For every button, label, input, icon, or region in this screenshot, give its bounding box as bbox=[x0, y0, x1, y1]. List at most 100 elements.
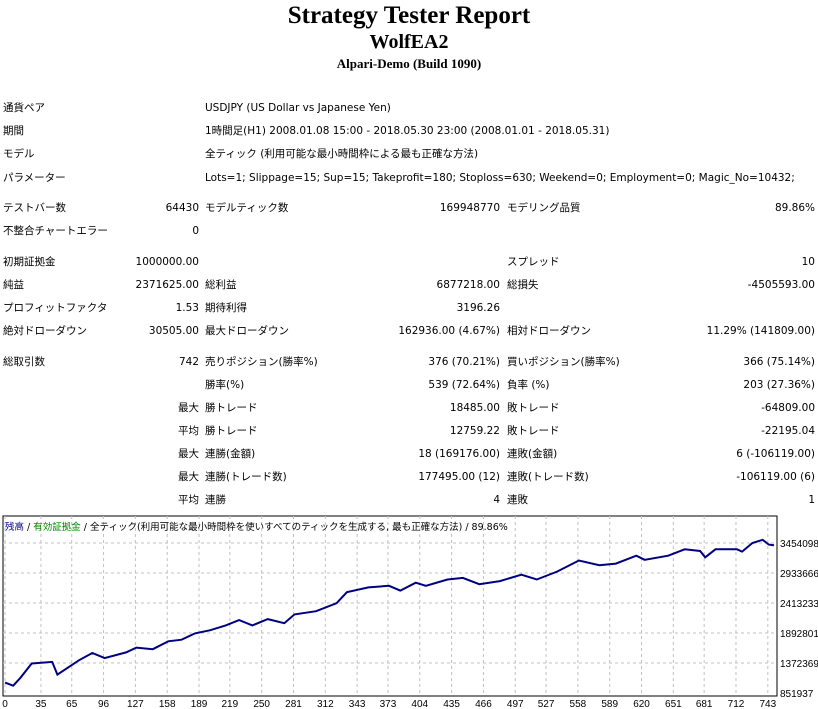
row-12-value-3: -64809.00 bbox=[761, 402, 815, 414]
x-tick-label: 435 bbox=[443, 699, 460, 709]
x-tick-label: 312 bbox=[317, 699, 334, 709]
x-tick-label: 158 bbox=[159, 699, 176, 709]
expert-name: WolfEA2 bbox=[369, 31, 449, 53]
row-6-label-1: 初期証拠金 bbox=[3, 256, 56, 268]
row-5-value-1: 0 bbox=[192, 225, 199, 237]
row-15-label-3: 連敗(トレード数) bbox=[507, 471, 589, 483]
row-1-label-2: 1時間足(H1) 2008.01.08 15:00 - 2018.05.30 2… bbox=[205, 125, 610, 137]
row-11-label-3: 負率 (%) bbox=[507, 379, 550, 391]
row-7-label-3: 総損失 bbox=[507, 279, 539, 291]
row-16-value-3: 1 bbox=[808, 494, 815, 506]
row-9-value-1: 30505.00 bbox=[148, 325, 199, 337]
row-14-value-1: 最大 bbox=[178, 448, 199, 460]
row-0-label-2: USDJPY (US Dollar vs Japanese Yen) bbox=[205, 102, 391, 114]
row-10-label-2: 売りポジション(勝率%) bbox=[205, 356, 318, 368]
plot-area bbox=[2, 515, 778, 697]
legend-description: 全ティック(利用可能な最小時間枠を使いすべてのティックを生成する, 最も正確な方… bbox=[90, 522, 508, 533]
row-2-label-1: モデル bbox=[3, 148, 35, 160]
chart-legend: 残高 / 有効証拠金 / 全ティック(利用可能な最小時間枠を使いすべてのティック… bbox=[5, 519, 508, 533]
row-15-value-2: 177495.00 (12) bbox=[418, 471, 500, 483]
row-14-value-2: 18 (169176.00) bbox=[418, 448, 500, 460]
row-12-label-2: 勝トレード bbox=[205, 402, 258, 414]
row-3-label-2: Lots=1; Slippage=15; Sup=15; Takeprofit=… bbox=[205, 172, 795, 184]
row-12-value-2: 18485.00 bbox=[449, 402, 500, 414]
row-9-label-3: 相対ドローダウン bbox=[507, 325, 591, 337]
legend-sep: / bbox=[80, 522, 91, 533]
row-15-value-1: 最大 bbox=[178, 471, 199, 483]
row-13-value-2: 12759.22 bbox=[449, 425, 500, 437]
row-6-label-3: スプレッド bbox=[507, 256, 560, 268]
row-13-label-3: 敗トレード bbox=[507, 425, 560, 437]
row-4-value-1: 64430 bbox=[165, 202, 199, 214]
row-11-value-3: 203 (27.36%) bbox=[743, 379, 815, 391]
y-tick-label: 3454098 bbox=[780, 539, 818, 550]
row-7-label-1: 純益 bbox=[3, 279, 24, 291]
row-6-value-1: 1000000.00 bbox=[135, 256, 199, 268]
y-tick-label: 1892801 bbox=[780, 629, 818, 640]
x-tick-label: 527 bbox=[538, 699, 555, 709]
x-tick-label: 589 bbox=[601, 699, 618, 709]
x-tick-label: 250 bbox=[253, 699, 270, 709]
row-15-value-3: -106119.00 (6) bbox=[736, 471, 815, 483]
balance-line bbox=[4, 538, 775, 687]
row-16-label-2: 連勝 bbox=[205, 494, 226, 506]
x-tick-label: 65 bbox=[66, 699, 78, 709]
y-tick-label: 2413233 bbox=[780, 599, 818, 610]
row-13-value-3: -22195.04 bbox=[761, 425, 815, 437]
row-10-value-2: 376 (70.21%) bbox=[428, 356, 500, 368]
equity-chart: 3454098 2933666 2413233 1892801 1372369 85193… bbox=[2, 515, 818, 709]
x-tick-label: 712 bbox=[728, 699, 745, 709]
row-15-label-2: 連勝(トレード数) bbox=[205, 471, 287, 483]
row-10-label-1: 総取引数 bbox=[3, 356, 45, 368]
y-tick-label: 1372369 bbox=[780, 659, 818, 670]
row-13-value-1: 平均 bbox=[178, 425, 199, 437]
row-16-value-2: 4 bbox=[493, 494, 500, 506]
x-tick-label: 681 bbox=[696, 699, 713, 709]
x-tick-label: 219 bbox=[221, 699, 238, 709]
x-tick-label: 558 bbox=[570, 699, 587, 709]
x-tick-label: 651 bbox=[665, 699, 682, 709]
row-10-value-1: 742 bbox=[178, 356, 199, 368]
y-tick-label: 2933666 bbox=[780, 569, 818, 580]
row-5-label-1: 不整合チャートエラー bbox=[3, 225, 108, 237]
server-build: Alpari-Demo (Build 1090) bbox=[336, 56, 482, 71]
x-tick-label: 497 bbox=[507, 699, 524, 709]
row-12-label-3: 敗トレード bbox=[507, 402, 560, 414]
row-9-label-2: 最大ドローダウン bbox=[205, 325, 289, 337]
row-12-value-1: 最大 bbox=[178, 402, 199, 414]
x-tick-label: 96 bbox=[98, 699, 110, 709]
row-7-value-1: 2371625.00 bbox=[135, 279, 199, 291]
x-tick-label: 373 bbox=[380, 699, 397, 709]
x-tick-label: 404 bbox=[411, 699, 428, 709]
row-8-value-2: 3196.26 bbox=[456, 302, 500, 314]
y-tick-label: 851937 bbox=[780, 689, 814, 700]
x-tick-label: 466 bbox=[475, 699, 492, 709]
row-8-label-1: プロフィットファクタ bbox=[3, 302, 108, 314]
row-11-value-2: 539 (72.64%) bbox=[428, 379, 500, 391]
row-2-label-2: 全ティック (利用可能な最小時間枠による最も正確な方法) bbox=[205, 148, 479, 160]
legend-sep: / bbox=[24, 522, 34, 533]
row-16-label-3: 連敗 bbox=[507, 494, 528, 506]
row-13-label-2: 勝トレード bbox=[205, 425, 258, 437]
x-tick-label: 620 bbox=[633, 699, 650, 709]
row-3-label-1: パラメーター bbox=[3, 172, 66, 184]
legend-balance: 残高 bbox=[5, 522, 25, 533]
x-tick-label: 281 bbox=[285, 699, 302, 709]
row-6-value-3: 10 bbox=[801, 256, 815, 268]
legend-equity: 有効証拠金 bbox=[33, 522, 81, 533]
row-8-label-2: 期待利得 bbox=[205, 302, 247, 314]
x-tick-label: 189 bbox=[191, 699, 208, 709]
row-0-label-1: 通貨ペア bbox=[3, 102, 45, 114]
row-4-label-2: モデルティック数 bbox=[205, 202, 289, 214]
report-title: Strategy Tester Report bbox=[287, 2, 531, 29]
x-tick-label: 343 bbox=[349, 699, 366, 709]
row-9-value-3: 11.29% (141809.00) bbox=[706, 325, 815, 337]
row-9-value-2: 162936.00 (4.67%) bbox=[398, 325, 500, 337]
x-tick-label: 0 bbox=[2, 699, 8, 709]
x-tick-label: 743 bbox=[759, 699, 776, 709]
row-16-value-1: 平均 bbox=[178, 494, 199, 506]
x-tick-label: 127 bbox=[127, 699, 144, 709]
x-tick-label: 35 bbox=[35, 699, 47, 709]
row-4-value-3: 89.86% bbox=[774, 202, 815, 214]
row-7-value-3: -4505593.00 bbox=[747, 279, 815, 291]
